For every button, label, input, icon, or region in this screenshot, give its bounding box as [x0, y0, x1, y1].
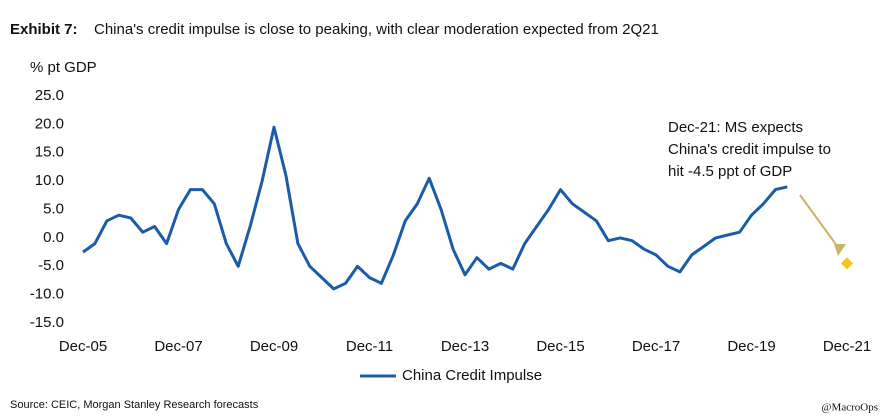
title-label: Exhibit 7: — [10, 21, 78, 38]
annotation: hit -4.5 ppt of GDP — [668, 163, 792, 180]
chart-title: China's credit impulse is close to peaki… — [94, 21, 659, 38]
x-tick-label: Dec-05 — [59, 338, 107, 355]
annotation-arrow — [799, 194, 841, 251]
y-tick-label: -5.0 — [38, 257, 64, 274]
x-tick-label: Dec-17 — [632, 338, 680, 355]
x-tick-label: Dec-09 — [250, 338, 298, 355]
x-tick-label: Dec-11 — [346, 338, 393, 355]
y-tick-label: -15.0 — [30, 314, 64, 331]
source: Source: CEIC, Morgan Stanley Research fo… — [10, 399, 259, 411]
x-tick-label: Dec-15 — [536, 338, 584, 355]
y-axis-label: % pt GDP — [30, 59, 97, 76]
annotation: China's credit impulse to — [668, 141, 831, 158]
watermark: @MacroOps — [821, 402, 878, 414]
x-tick-label: Dec-21 — [823, 338, 871, 355]
data-line — [82, 125, 788, 291]
x-tick-label: Dec-07 — [154, 338, 202, 355]
y-tick-label: 5.0 — [43, 200, 64, 217]
x-tick-label: Dec-19 — [727, 338, 775, 355]
annotation: Dec-21: MS expects — [668, 119, 803, 136]
legend-label: China Credit Impulse — [402, 367, 542, 384]
y-tick-label: 20.0 — [35, 115, 64, 132]
y-tick-label: -10.0 — [30, 286, 64, 303]
arrow-head — [834, 244, 846, 256]
forecast-marker — [841, 257, 853, 270]
y-tick-label: 25.0 — [35, 87, 64, 104]
y-tick-label: 15.0 — [35, 144, 64, 161]
y-tick-label: 10.0 — [35, 172, 64, 189]
x-tick-label: Dec-13 — [441, 338, 489, 355]
y-tick-label: 0.0 — [43, 229, 64, 246]
